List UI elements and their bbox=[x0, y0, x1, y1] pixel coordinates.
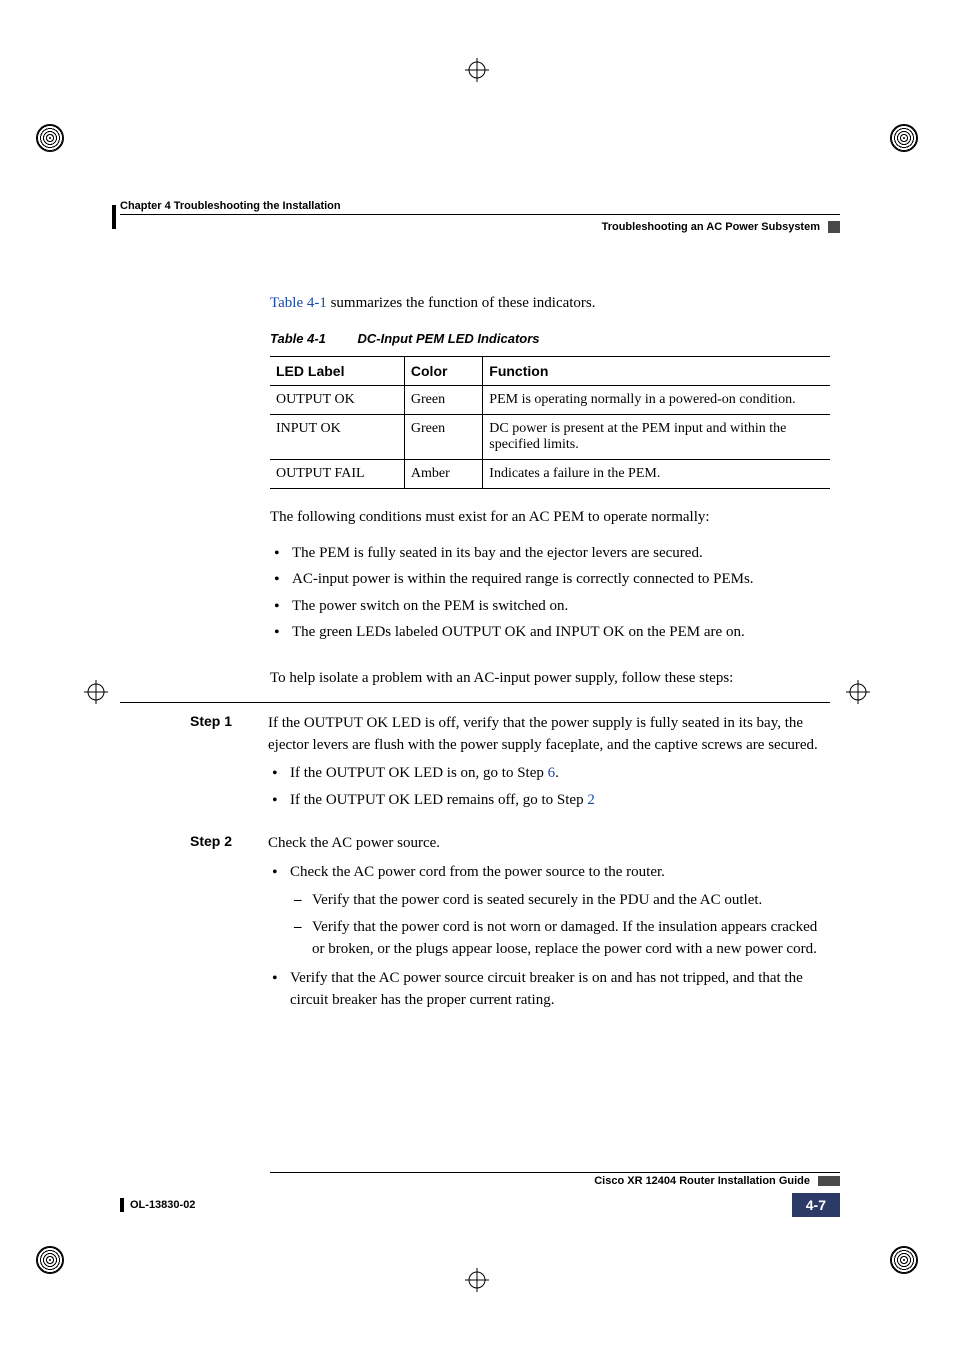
header-tick-mark bbox=[112, 205, 116, 229]
registration-target-icon bbox=[465, 1268, 489, 1292]
page-number-badge: 4-7 bbox=[792, 1193, 840, 1217]
footer-rule bbox=[270, 1172, 840, 1173]
footer-book-title: Cisco XR 12404 Router Installation Guide bbox=[120, 1175, 810, 1187]
cell: Amber bbox=[404, 460, 482, 489]
running-header: Chapter 4 Troubleshooting the Installati… bbox=[120, 200, 840, 215]
cell: OUTPUT OK bbox=[270, 386, 404, 415]
list-item: If the OUTPUT OK LED remains off, go to … bbox=[268, 789, 830, 812]
step-text: If the OUTPUT OK LED is off, verify that… bbox=[268, 715, 818, 753]
table-title: DC-Input PEM LED Indicators bbox=[358, 331, 540, 346]
list-item: Check the AC power cord from the power s… bbox=[268, 861, 830, 961]
page-content: Chapter 4 Troubleshooting the Installati… bbox=[120, 200, 840, 1034]
footer-endcap bbox=[818, 1176, 840, 1186]
text: If the OUTPUT OK LED remains off, go to … bbox=[290, 792, 587, 808]
page-footer: Cisco XR 12404 Router Installation Guide… bbox=[120, 1172, 840, 1217]
step-label: Step 1 bbox=[190, 713, 250, 826]
text: Check the AC power cord from the power s… bbox=[290, 864, 665, 880]
step1-bullets: If the OUTPUT OK LED is on, go to Step 6… bbox=[268, 762, 830, 811]
cell: Indicates a failure in the PEM. bbox=[483, 460, 830, 489]
step2-bullets: Check the AC power cord from the power s… bbox=[268, 861, 830, 1012]
text: . bbox=[555, 765, 559, 781]
main-body: Table 4-1 summarizes the function of the… bbox=[270, 293, 830, 1026]
step-2: Step 2 Check the AC power source. Check … bbox=[270, 833, 830, 1026]
step-ref-link[interactable]: 2 bbox=[587, 792, 595, 808]
cell: DC power is present at the PEM input and… bbox=[483, 415, 830, 460]
steps-rule bbox=[120, 702, 830, 703]
step-body: Check the AC power source. Check the AC … bbox=[268, 833, 830, 1026]
step-text: Check the AC power source. bbox=[268, 835, 440, 851]
registration-rosette bbox=[36, 1246, 64, 1274]
table-row: OUTPUT FAIL Amber Indicates a failure in… bbox=[270, 460, 830, 489]
isolate-lead: To help isolate a problem with an AC-inp… bbox=[270, 668, 830, 688]
registration-target-icon bbox=[465, 58, 489, 82]
th-function: Function bbox=[483, 357, 830, 386]
step2-sublist: Verify that the power cord is seated sec… bbox=[290, 890, 830, 961]
cell: Green bbox=[404, 415, 482, 460]
registration-rosette bbox=[890, 124, 918, 152]
list-item: The PEM is fully seated in its bay and t… bbox=[270, 542, 830, 565]
chapter-title: Chapter 4 Troubleshooting the Installati… bbox=[120, 200, 341, 212]
list-item: The green LEDs labeled OUTPUT OK and INP… bbox=[270, 621, 830, 644]
list-item: Verify that the AC power source circuit … bbox=[268, 967, 830, 1012]
table-number: Table 4-1 bbox=[270, 331, 326, 346]
section-title: Troubleshooting an AC Power Subsystem bbox=[602, 221, 820, 233]
table-caption: Table 4-1 DC-Input PEM LED Indicators bbox=[270, 331, 830, 346]
registration-target-icon bbox=[84, 680, 108, 704]
step-1: Step 1 If the OUTPUT OK LED is off, veri… bbox=[270, 713, 830, 826]
list-item: Verify that the power cord is seated sec… bbox=[290, 890, 830, 912]
table-row: OUTPUT OK Green PEM is operating normall… bbox=[270, 386, 830, 415]
intro-suffix: summarizes the function of these indicat… bbox=[327, 295, 596, 311]
cell: INPUT OK bbox=[270, 415, 404, 460]
step-ref-link[interactable]: 6 bbox=[548, 765, 556, 781]
th-color: Color bbox=[404, 357, 482, 386]
list-item: Verify that the power cord is not worn o… bbox=[290, 917, 830, 961]
text: If the OUTPUT OK LED is on, go to Step bbox=[290, 765, 548, 781]
list-item: If the OUTPUT OK LED is on, go to Step 6… bbox=[268, 762, 830, 785]
table-row: INPUT OK Green DC power is present at th… bbox=[270, 415, 830, 460]
header-end-box bbox=[828, 221, 840, 233]
conditions-lead: The following conditions must exist for … bbox=[270, 507, 830, 527]
footer-tick bbox=[120, 1198, 124, 1212]
cell: Green bbox=[404, 386, 482, 415]
list-item: The power switch on the PEM is switched … bbox=[270, 595, 830, 618]
registration-rosette bbox=[890, 1246, 918, 1274]
conditions-list: The PEM is fully seated in its bay and t… bbox=[270, 542, 830, 644]
doc-id: OL-13830-02 bbox=[130, 1199, 195, 1211]
table-ref-link[interactable]: Table 4-1 bbox=[270, 295, 327, 311]
intro-paragraph: Table 4-1 summarizes the function of the… bbox=[270, 293, 830, 313]
led-indicator-table: LED Label Color Function OUTPUT OK Green… bbox=[270, 356, 830, 489]
cell: PEM is operating normally in a powered-o… bbox=[483, 386, 830, 415]
th-led-label: LED Label bbox=[270, 357, 404, 386]
registration-target-icon bbox=[846, 680, 870, 704]
cell: OUTPUT FAIL bbox=[270, 460, 404, 489]
step-label: Step 2 bbox=[190, 833, 250, 1026]
table-header-row: LED Label Color Function bbox=[270, 357, 830, 386]
step-body: If the OUTPUT OK LED is off, verify that… bbox=[268, 713, 830, 826]
list-item: AC-input power is within the required ra… bbox=[270, 568, 830, 591]
registration-rosette bbox=[36, 124, 64, 152]
